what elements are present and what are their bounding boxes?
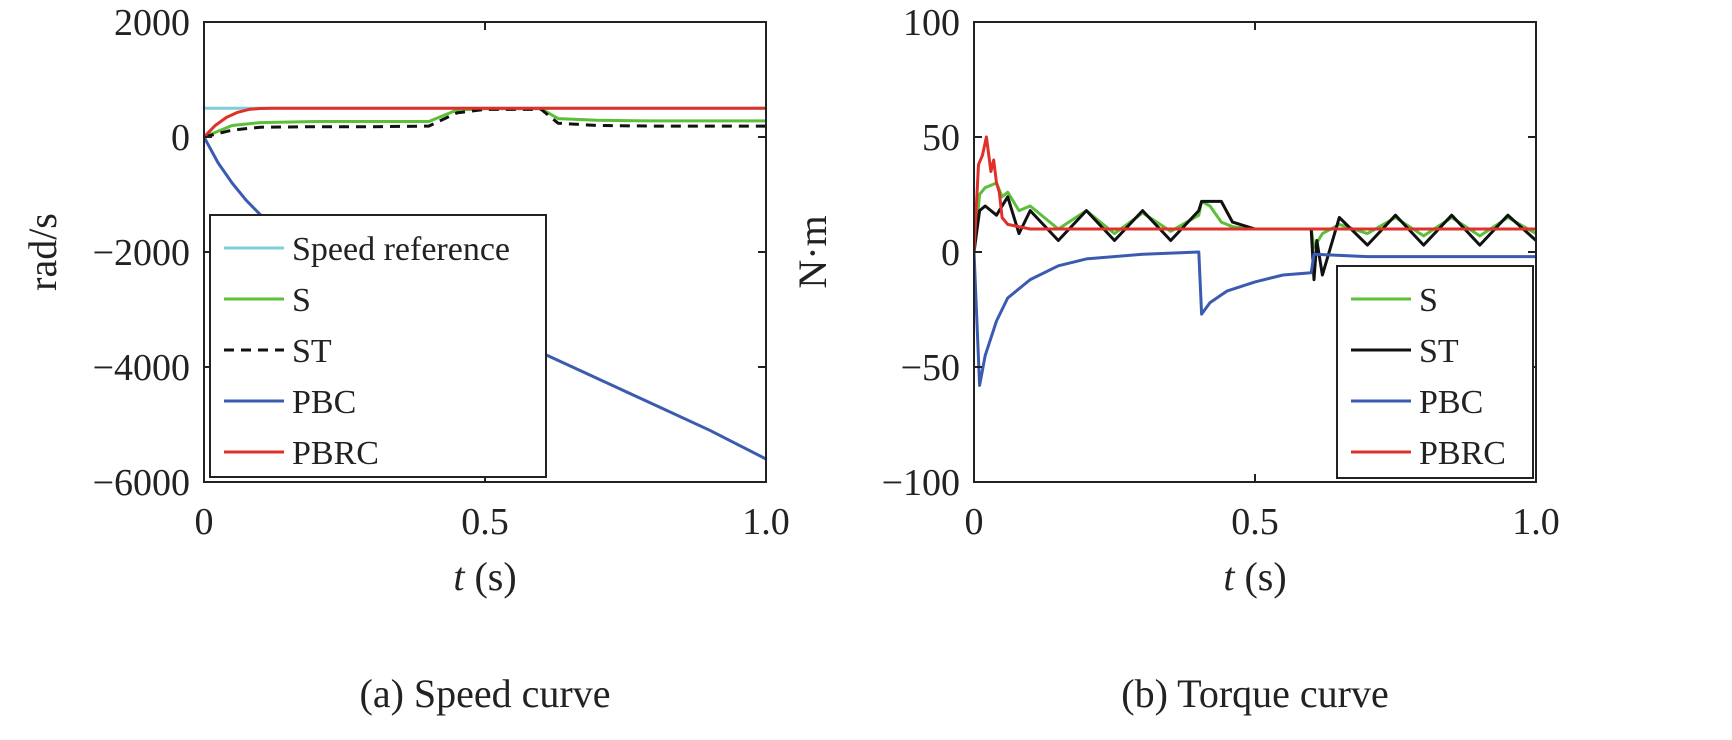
y-tick-label: −100: [882, 462, 960, 504]
y-tick-label: 100: [903, 2, 960, 44]
y-tick-label: −6000: [93, 462, 190, 504]
chart-caption: (b) Torque curve: [1121, 671, 1388, 716]
y-tick-label: −4000: [93, 347, 190, 389]
x-axis-unit: (s): [464, 554, 516, 599]
series-group: [974, 135, 1536, 387]
legend-box: [1336, 265, 1534, 479]
x-tick-label: 1.0: [1512, 501, 1560, 543]
legend-box: [209, 214, 547, 478]
x-tick-label: 0.5: [1231, 501, 1279, 543]
x-axis-unit: (s): [1234, 554, 1286, 599]
legend-label: S: [1419, 282, 1438, 319]
legend-label: PBC: [292, 384, 356, 421]
x-tick-label: 0.5: [461, 501, 509, 543]
legend-label: Speed reference: [292, 231, 510, 268]
legend-label: PBRC: [1419, 435, 1506, 472]
legend: S ST PBC PBRC: [1336, 265, 1534, 479]
legend-label: ST: [292, 333, 332, 370]
y-tick-label: −50: [901, 347, 960, 389]
y-tick-label: 0: [941, 232, 960, 274]
x-axis-label: t (s): [453, 554, 516, 599]
series-group: [204, 106, 766, 461]
series-line-s: [204, 107, 766, 139]
y-axis-label: N·m: [790, 215, 835, 288]
series-line-st: [204, 107, 766, 139]
y-tick-label: 2000: [114, 2, 190, 44]
legend-label: S: [292, 282, 311, 319]
x-axis-variable: t: [453, 554, 465, 599]
series-line-pbrc: [204, 106, 766, 139]
y-tick-label: 50: [922, 117, 960, 159]
x-axis-variable: t: [1223, 554, 1235, 599]
series-line-s: [974, 181, 1536, 253]
x-tick-label: 1.0: [742, 501, 790, 543]
legend-label: ST: [1419, 333, 1459, 370]
torque-chart: 0 0.5 1.0 100 50 0 −50 −100 N·m t (s) (b) Torque c…: [790, 2, 1560, 716]
x-axis-label: t (s): [1223, 554, 1286, 599]
y-tick-label: −2000: [93, 232, 190, 274]
legend-label: PBC: [1419, 384, 1483, 421]
legend-label: PBRC: [292, 435, 379, 472]
speed-chart: 0 0.5 1.0 2000 0 −2000 −4000 −6000 rad/s t (s) (a)…: [20, 2, 790, 716]
series-line-pbc: [974, 250, 1536, 387]
y-axis-label: rad/s: [20, 213, 65, 291]
series-line-pbrc: [974, 135, 1536, 253]
x-tick-label: 0: [965, 501, 984, 543]
legend: Speed reference S ST PBC PBRC: [209, 214, 547, 478]
chart-caption: (a) Speed curve: [360, 671, 611, 716]
y-tick-label: 0: [171, 117, 190, 159]
x-tick-label: 0: [195, 501, 214, 543]
